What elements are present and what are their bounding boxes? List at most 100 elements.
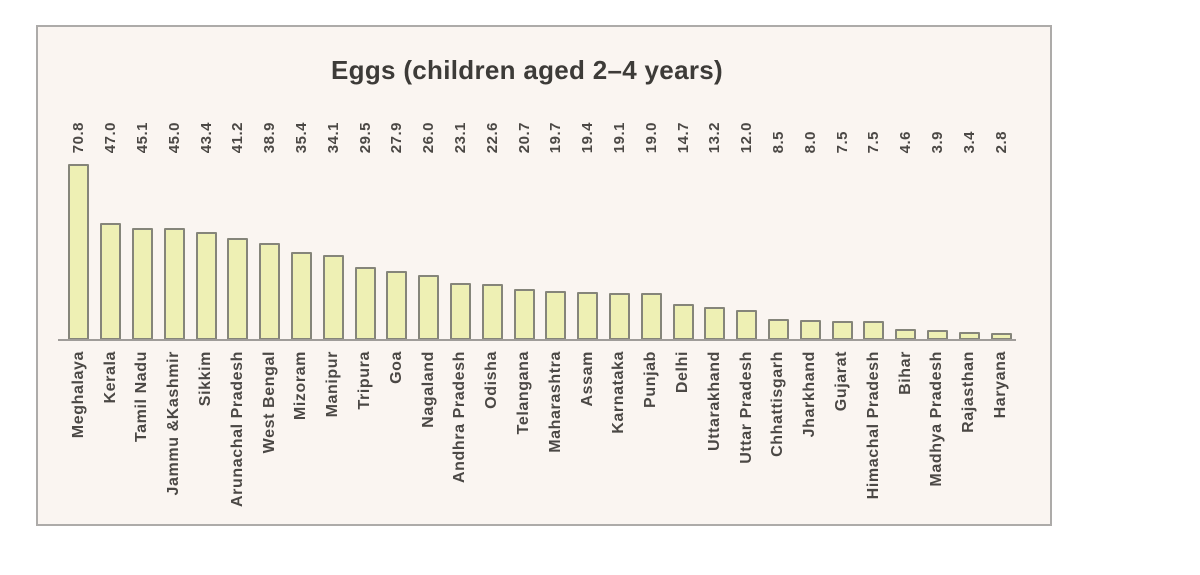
category-cell: Odisha xyxy=(476,351,508,531)
bar-cell xyxy=(63,150,95,340)
value-cell: 2.8 xyxy=(985,87,1017,153)
category-label: Kerala xyxy=(101,351,119,404)
bar-cell xyxy=(604,150,636,340)
bar xyxy=(354,266,376,340)
value-cell: 34.1 xyxy=(317,87,349,153)
bar-cell xyxy=(858,150,890,340)
bar-cell xyxy=(953,150,985,340)
bar xyxy=(259,243,281,340)
category-label: Maharashtra xyxy=(546,351,564,453)
category-cell: Assam xyxy=(572,351,604,531)
bar-cell xyxy=(190,150,222,340)
value-cell: 3.4 xyxy=(953,87,985,153)
bar-cell xyxy=(222,150,254,340)
value-label: 23.1 xyxy=(451,121,469,153)
value-cell: 19.7 xyxy=(540,87,572,153)
bar-cell xyxy=(985,150,1017,340)
value-cell: 19.4 xyxy=(572,87,604,153)
category-cell: Maharashtra xyxy=(540,351,572,531)
category-label: Manipur xyxy=(324,351,342,418)
category-cell: Bihar xyxy=(890,351,922,531)
bar xyxy=(290,252,312,340)
bar xyxy=(68,164,90,340)
category-cell: Telangana xyxy=(508,351,540,531)
bar-cell xyxy=(826,150,858,340)
category-label: Nagaland xyxy=(419,351,437,428)
bar-cell xyxy=(95,150,127,340)
bar xyxy=(767,318,789,340)
value-cell: 8.0 xyxy=(794,87,826,153)
bar-cell xyxy=(922,150,954,340)
bar-cell xyxy=(731,150,763,340)
bar xyxy=(577,291,599,340)
category-label: West Bengal xyxy=(260,351,278,454)
category-cell: Punjab xyxy=(635,351,667,531)
bar xyxy=(608,292,630,340)
value-cell: 22.6 xyxy=(476,87,508,153)
value-label: 38.9 xyxy=(261,121,279,153)
value-label: 29.5 xyxy=(356,121,374,153)
value-label: 41.2 xyxy=(229,121,247,153)
bar-cell xyxy=(476,150,508,340)
category-cell: Delhi xyxy=(667,351,699,531)
bar xyxy=(513,288,535,340)
bar xyxy=(227,237,249,340)
value-label: 19.1 xyxy=(610,121,628,153)
bar xyxy=(195,232,217,340)
category-cell: Meghalaya xyxy=(63,351,95,531)
category-cell: Karnataka xyxy=(604,351,636,531)
bar-cell xyxy=(127,150,159,340)
category-cell: Nagaland xyxy=(413,351,445,531)
bar xyxy=(449,282,471,340)
category-cell: Jammu &Kashmir xyxy=(158,351,190,531)
value-cell: 7.5 xyxy=(858,87,890,153)
chart-title: Eggs (children aged 2–4 years) xyxy=(331,55,723,85)
category-label: Bihar xyxy=(896,351,914,395)
category-cell: Uttar Pradesh xyxy=(731,351,763,531)
category-label: Uttar Pradesh xyxy=(737,351,755,464)
value-label: 19.7 xyxy=(547,121,565,153)
category-cell: Goa xyxy=(381,351,413,531)
category-label: Assam xyxy=(578,351,596,407)
bar xyxy=(545,291,567,340)
value-label: 45.0 xyxy=(165,121,183,153)
bar-cell xyxy=(286,150,318,340)
bar-cell xyxy=(635,150,667,340)
category-cell: Chhattisgarh xyxy=(763,351,795,531)
value-label: 19.0 xyxy=(642,121,660,153)
value-label: 20.7 xyxy=(515,121,533,153)
category-label: Jammu &Kashmir xyxy=(165,351,183,496)
value-cell: 38.9 xyxy=(254,87,286,153)
value-cell: 35.4 xyxy=(286,87,318,153)
category-cell: Kerala xyxy=(95,351,127,531)
category-label: Odisha xyxy=(483,351,501,409)
value-cell: 19.0 xyxy=(635,87,667,153)
value-cell: 13.2 xyxy=(699,87,731,153)
category-cell: Madhya Pradesh xyxy=(922,351,954,531)
category-label: Punjab xyxy=(642,351,660,408)
category-label: Uttarakhand xyxy=(705,351,723,451)
category-cell: West Bengal xyxy=(254,351,286,531)
value-label: 19.4 xyxy=(579,121,597,153)
value-cell: 14.7 xyxy=(667,87,699,153)
value-label: 13.2 xyxy=(706,121,724,153)
bar xyxy=(895,328,917,340)
bar xyxy=(640,292,662,340)
category-label: Madhya Pradesh xyxy=(928,351,946,487)
category-label: Gujarat xyxy=(833,351,851,412)
bar-cell xyxy=(794,150,826,340)
category-label: Mizoram xyxy=(292,351,310,421)
bar-cell xyxy=(508,150,540,340)
value-cell: 12.0 xyxy=(731,87,763,153)
bar-cell xyxy=(763,150,795,340)
bar xyxy=(100,223,122,340)
bar xyxy=(799,320,821,340)
bar-cell xyxy=(699,150,731,340)
category-cell: Tamil Nadu xyxy=(127,351,159,531)
bar-cell xyxy=(540,150,572,340)
value-label: 45.1 xyxy=(133,121,151,153)
value-label: 26.0 xyxy=(420,121,438,153)
category-label: Himachal Pradesh xyxy=(864,351,882,500)
bar xyxy=(704,307,726,340)
bar-cell xyxy=(254,150,286,340)
